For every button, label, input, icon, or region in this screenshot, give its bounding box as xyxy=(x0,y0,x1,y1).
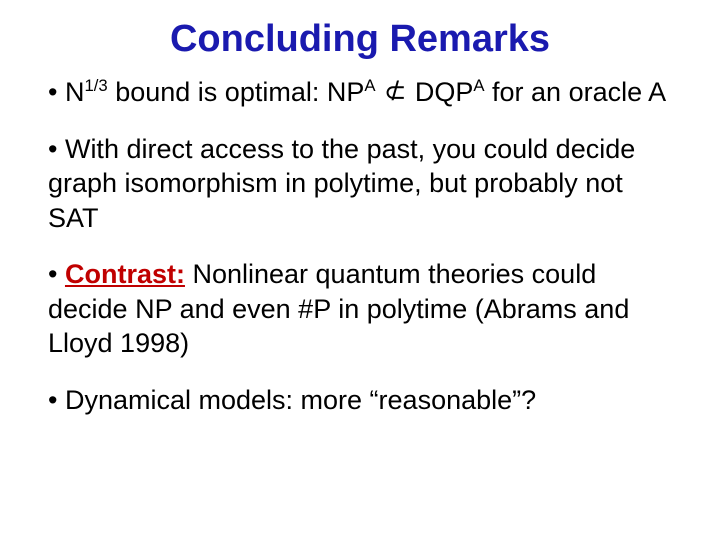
b1-sup-a2: A xyxy=(473,76,484,95)
b3-lead: • xyxy=(48,259,65,289)
b1-mid3: DQP xyxy=(407,77,473,107)
slash-glyph: / xyxy=(383,74,407,109)
b1-post: for an oracle A xyxy=(485,77,667,107)
not-subset-icon: ⊂/ xyxy=(383,75,407,110)
slide-title: Concluding Remarks xyxy=(48,18,672,61)
b3-contrast-label: Contrast: xyxy=(65,259,185,289)
b1-pre: • N xyxy=(48,77,84,107)
bullet-2: • With direct access to the past, you co… xyxy=(48,132,672,236)
b1-space1 xyxy=(376,77,384,107)
slide: Concluding Remarks • N1/3 bound is optim… xyxy=(0,0,720,540)
bullet-1: • N1/3 bound is optimal: NPA ⊂/ DQPA for… xyxy=(48,75,672,110)
b1-sup-a1: A xyxy=(364,76,375,95)
b1-mid1: bound is optimal: NP xyxy=(108,77,365,107)
b1-sup-exponent: 1/3 xyxy=(84,76,107,95)
bullet-3: • Contrast: Nonlinear quantum theories c… xyxy=(48,257,672,361)
bullet-4: • Dynamical models: more “reasonable”? xyxy=(48,383,672,418)
